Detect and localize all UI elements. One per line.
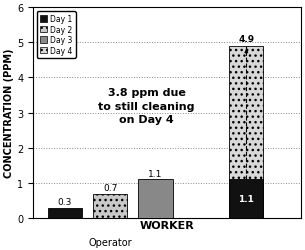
- Bar: [229, 180, 264, 218]
- Text: 1.1: 1.1: [148, 169, 163, 178]
- Bar: [138, 180, 173, 218]
- Text: 3.8 ppm due
to still cleaning
on Day 4: 3.8 ppm due to still cleaning on Day 4: [98, 88, 195, 124]
- Text: 1.1: 1.1: [239, 194, 254, 203]
- Legend: Day 1, Day 2, Day 3, Day 4: Day 1, Day 2, Day 3, Day 4: [37, 12, 76, 58]
- Bar: [229, 47, 264, 218]
- Bar: [48, 208, 82, 218]
- X-axis label: WORKER: WORKER: [139, 220, 194, 230]
- Text: 0.7: 0.7: [103, 183, 117, 192]
- Text: 4.9: 4.9: [238, 35, 254, 44]
- Y-axis label: CONCENTRATION (PPM): CONCENTRATION (PPM): [4, 49, 14, 178]
- Text: Operator: Operator: [88, 238, 132, 248]
- Text: 0.3: 0.3: [58, 197, 72, 206]
- Bar: [93, 194, 127, 218]
